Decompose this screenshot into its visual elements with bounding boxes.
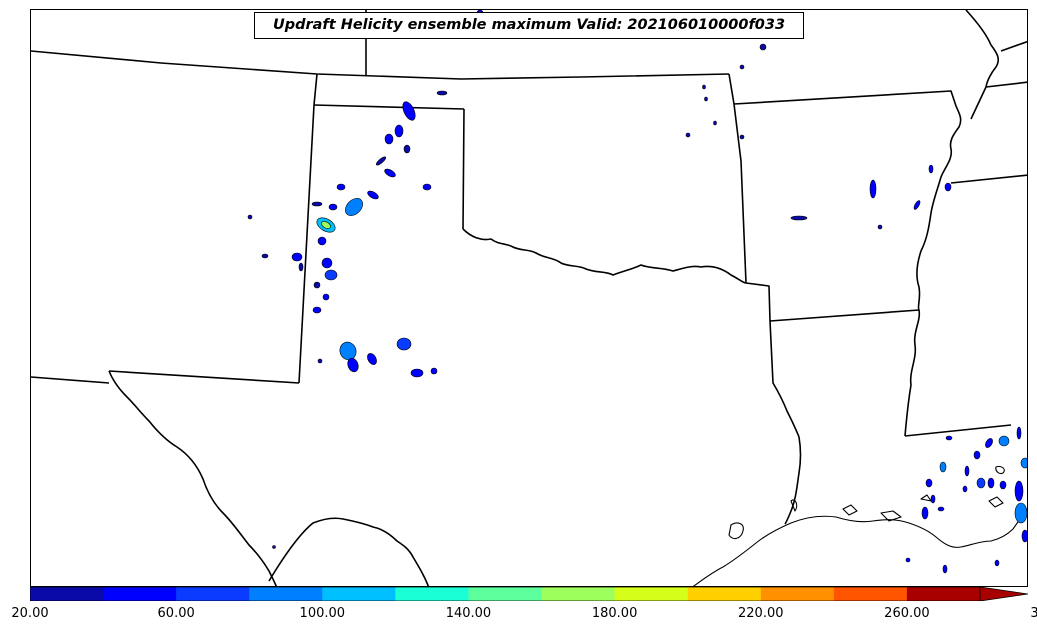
colorbar-tick-label: 220.00: [738, 606, 784, 621]
map-title: Updraft Helicity ensemble maximum Valid:…: [254, 12, 804, 39]
colorbar-tick-label: 20.00: [11, 606, 49, 621]
colorbar-tick-label: 260.00: [884, 606, 930, 621]
gulf-coastline: [692, 508, 1027, 586]
colorbar-segment: [30, 587, 104, 601]
state-border-texas-new-mexico-south: [108, 370, 300, 384]
colorbar-tick-label: 180.00: [591, 606, 638, 621]
coast-islands: [842, 465, 1005, 522]
colorbar-segment: [760, 587, 835, 601]
state-border-new-mexico-east: [298, 104, 315, 384]
state-border-kentucky-tennessee: [970, 81, 1027, 120]
map-canvas: [31, 10, 1027, 586]
mississippi-river-border: [904, 105, 962, 437]
rio-grande-border: [108, 370, 278, 586]
colorbar-segment: [249, 587, 323, 601]
colorbar: [30, 587, 1028, 601]
colorbar-segment: [614, 587, 689, 601]
colorbar-tick-label: 60.00: [157, 606, 195, 621]
colorbar-tick-label: 100.00: [299, 606, 346, 621]
colorbar-segment: [103, 587, 177, 601]
red-river-border: [462, 228, 747, 284]
texas-bay-coast: [728, 499, 798, 540]
state-border-texas-arkansas: [745, 282, 771, 322]
state-border-illinois: [1000, 40, 1027, 52]
state-border-arkansas-louisiana: [769, 309, 920, 322]
state-border-oklahoma-north: [313, 104, 465, 110]
state-border-kansas-south: [31, 50, 730, 80]
map-panel: [30, 9, 1028, 587]
state-border-oklahoma-panhandle-west: [313, 73, 318, 106]
colorbar-extend-arrow: [979, 587, 1028, 601]
colorbar-tick-label: 300.00: [1030, 606, 1037, 621]
colorbar-segment: [176, 587, 250, 601]
colorbar-segment: [322, 587, 396, 601]
state-border-louisiana-mississippi: [904, 424, 1012, 437]
colorbar-segment: [906, 587, 980, 601]
state-border-new-mexico-south: [31, 376, 110, 384]
state-border-oklahoma-arkansas: [728, 73, 747, 284]
colorbar-tick-label: 140.00: [445, 606, 492, 621]
colorbar-segment: [395, 587, 469, 601]
storm-cell-gulf-coast: [272, 426, 1027, 574]
state-border-missouri-east: [965, 10, 999, 88]
state-border-oklahoma-panhandle-east: [462, 108, 465, 230]
colorbar-segment: [541, 587, 616, 601]
storm-cell-arkansas: [476, 10, 952, 230]
storm-cell-panhandle: [247, 90, 448, 314]
state-border-tennessee-south: [950, 174, 1027, 184]
colorbar-segment: [833, 587, 908, 601]
storm-cell-west-texas: [317, 337, 438, 378]
state-border-arkansas-missouri: [733, 90, 957, 107]
state-border-texas-louisiana: [769, 320, 802, 525]
mexico-river: [268, 517, 430, 586]
colorbar-segment: [687, 587, 762, 601]
colorbar-segment: [468, 587, 543, 601]
